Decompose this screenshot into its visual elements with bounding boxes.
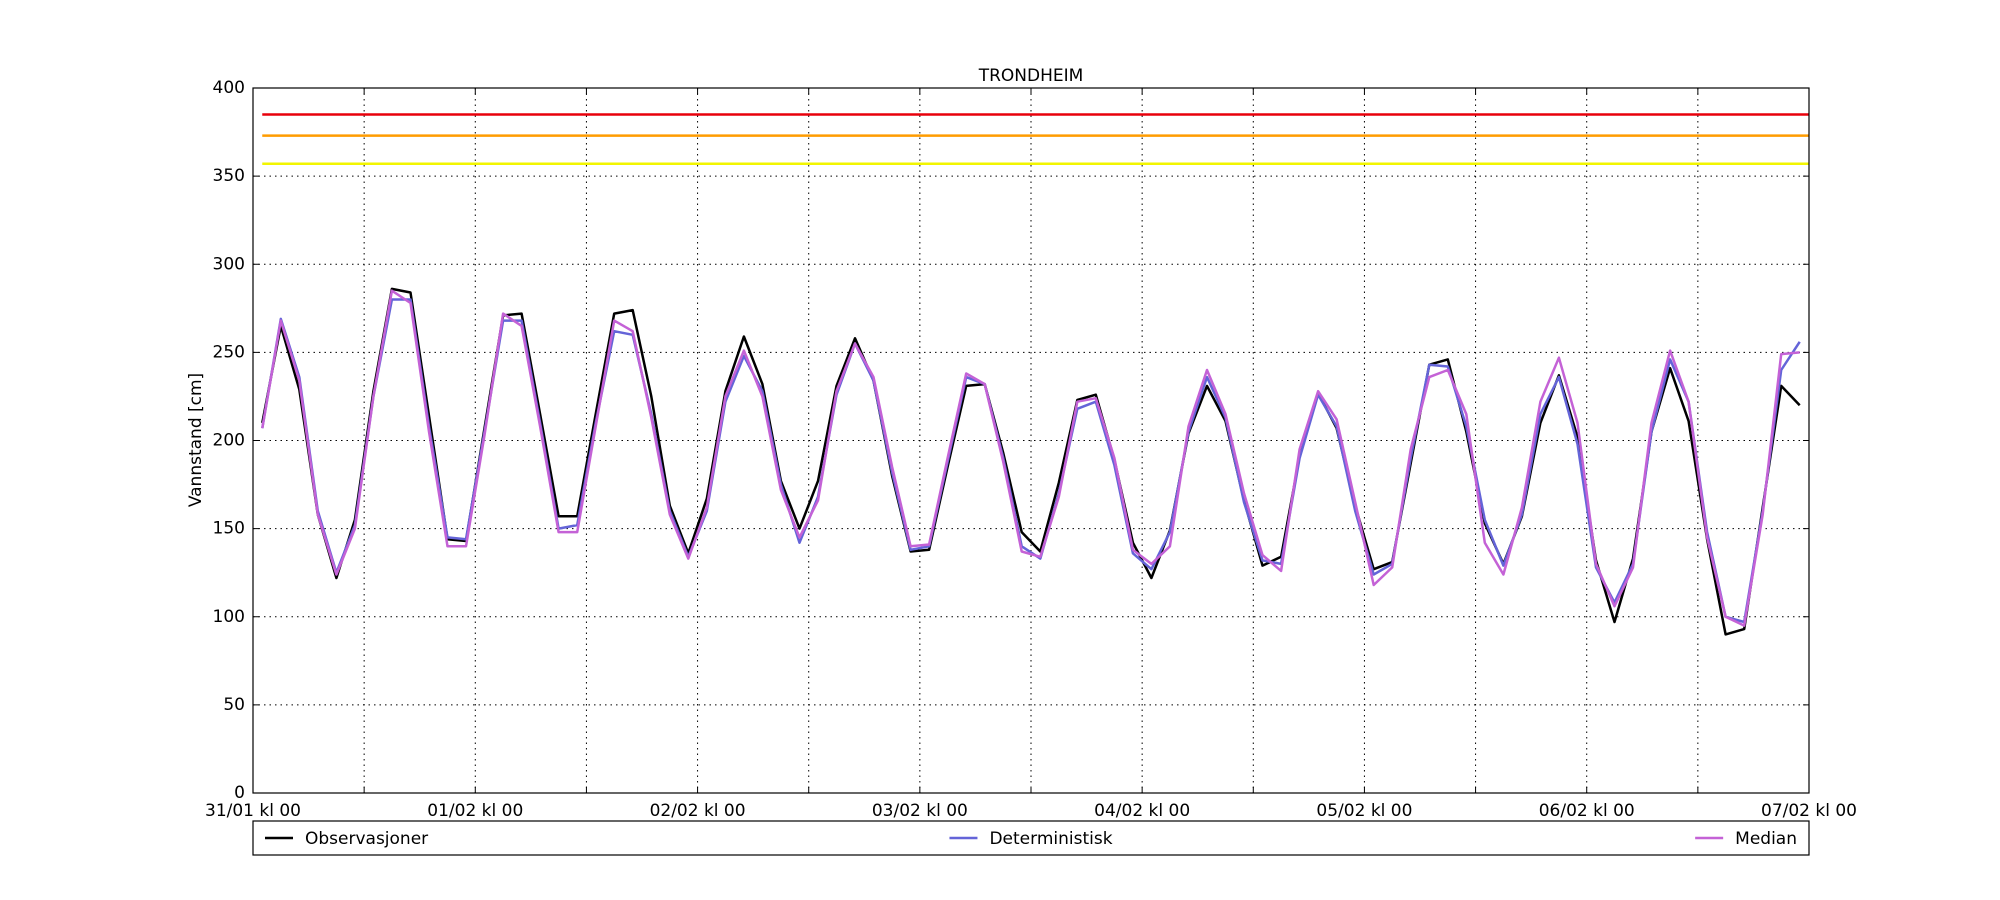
legend-label: Median — [1735, 829, 1797, 849]
x-tick-label: 02/02 kl 00 — [650, 801, 746, 821]
y-tick-label: 400 — [213, 78, 245, 98]
x-tick-label: 01/02 kl 00 — [427, 801, 523, 821]
y-axis-label: Vannstand [cm] — [186, 373, 206, 507]
x-tick-label: 07/02 kl 00 — [1761, 801, 1857, 821]
x-tick-label: 03/02 kl 00 — [872, 801, 968, 821]
series-line — [261, 287, 1801, 636]
y-tick-label: 300 — [213, 254, 245, 274]
y-tick-label: 0 — [234, 783, 245, 803]
y-tick-label: 250 — [213, 342, 245, 362]
x-tick-label: 06/02 kl 00 — [1539, 801, 1635, 821]
series-line — [261, 298, 1801, 624]
series-line — [261, 289, 1800, 627]
plot-frame — [252, 87, 1810, 794]
y-tick-label: 350 — [213, 166, 245, 186]
legend-box — [252, 820, 1810, 856]
y-tick-label: 50 — [223, 695, 245, 715]
legend-label: Deterministisk — [989, 829, 1112, 849]
chart-title: TRONDHEIM — [978, 66, 1084, 86]
legend-label: Observasjoner — [305, 829, 428, 849]
x-tick-label: 05/02 kl 00 — [1316, 801, 1412, 821]
y-tick-label: 150 — [213, 519, 245, 539]
x-tick-label: 04/02 kl 00 — [1094, 801, 1190, 821]
y-tick-label: 200 — [213, 431, 245, 451]
x-tick-label: 31/01 kl 00 — [205, 801, 301, 821]
y-tick-label: 100 — [213, 607, 245, 627]
